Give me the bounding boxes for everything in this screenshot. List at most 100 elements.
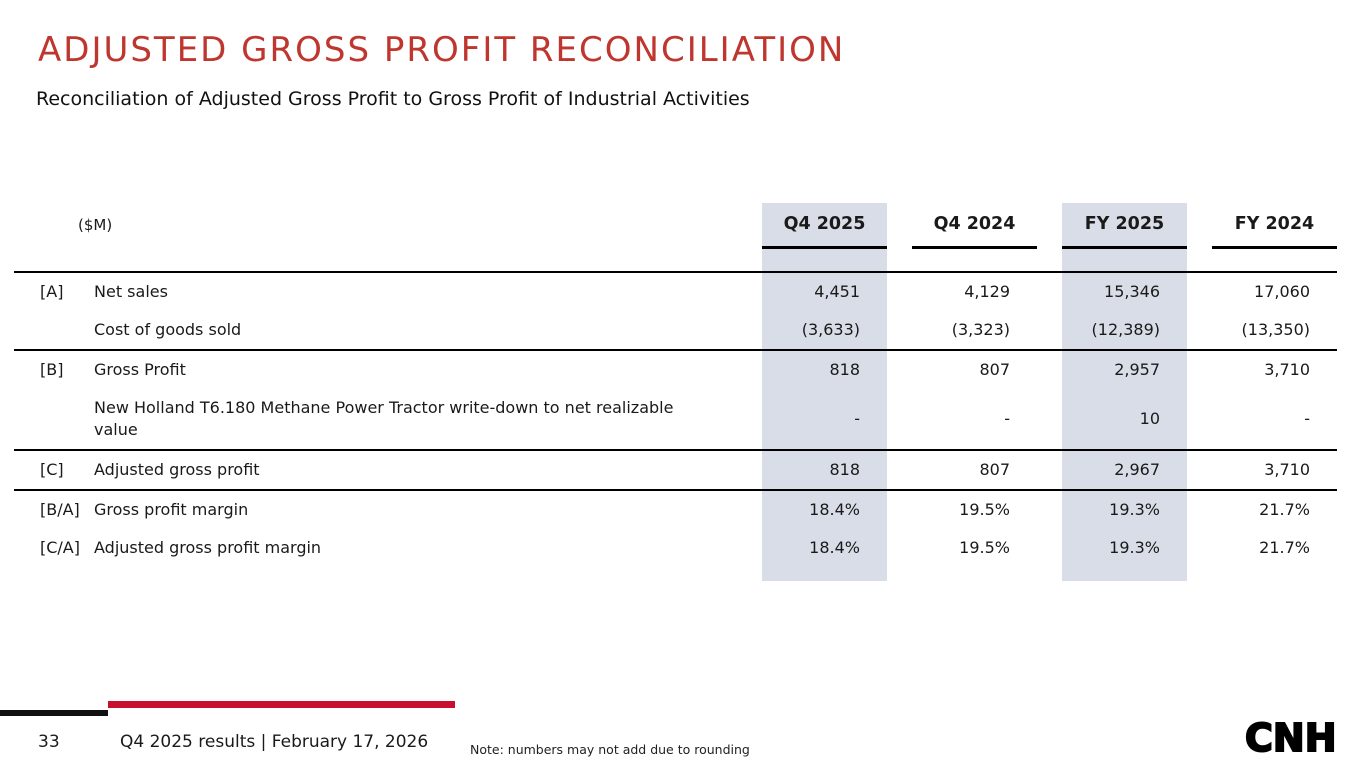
cell-value: 4,451 [762,271,887,311]
column-gap [1187,247,1212,273]
spacer-cell [912,247,1037,273]
cell-value: 17,060 [1254,282,1310,301]
table-row: [B] Gross Profit 818 807 2,957 3,710 [14,349,1337,389]
cnh-logo: CNH [1244,715,1349,762]
row-label-cell: New Holland T6.180 Methane Power Tractor… [94,388,762,451]
row-label-cell: Gross Profit [94,350,762,389]
table-row: [C] Adjusted gross profit 818 807 2,967 3,710 [14,449,1337,491]
reconciliation-table: ($M) Q4 2025 Q4 2024 FY 2025 FY 2024 [A] Net… [14,203,1337,581]
cell-value: 807 [979,360,1010,379]
column-gap [1037,350,1062,389]
spacer-cell [14,567,762,581]
column-gap [1037,449,1062,491]
column-gap [1037,310,1062,351]
column-header-q4-2025: Q4 2025 [762,203,887,249]
column-header-fy-2025: FY 2025 [1062,203,1187,249]
cell-value: - [912,388,1037,451]
row-label: Adjusted gross profit margin [94,537,322,557]
cell-value: (13,350) [1212,310,1337,351]
slide-subtitle: Reconciliation of Adjusted Gross Profit … [36,88,750,110]
page-number: 33 [38,732,60,752]
column-gap [1187,449,1212,491]
column-gap [1187,310,1212,351]
footnote: Note: numbers may not add due to roundin… [470,742,750,757]
column-gap [1037,529,1062,567]
column-gap [1187,490,1212,529]
cell-value: 18.4% [762,528,887,567]
cell-value: (3,633) [762,310,887,351]
column-gap [887,272,912,311]
column-gap [1187,350,1212,389]
cnh-logo-text: CNH [1245,718,1337,758]
row-ref: [A] [40,282,64,301]
row-label-cell: Cost of goods sold [94,310,762,351]
row-label-cell: Gross profit margin [94,490,762,529]
column-gap [1037,490,1062,529]
row-label-cell: Net sales [94,272,762,311]
column-gap [887,350,912,389]
spacer-row [14,247,1337,273]
cell-value: 3,710 [1264,360,1310,379]
row-ref: [C/A] [40,538,80,557]
cell-value: 10 [1062,388,1187,451]
cell-value: 15,346 [1062,271,1187,311]
row-label: Gross Profit [94,359,186,379]
row-label-cell: Adjusted gross profit margin [94,529,762,567]
row-label: Adjusted gross profit [94,459,260,479]
row-ref [14,310,94,351]
column-gap [887,449,912,491]
table-row: New Holland T6.180 Methane Power Tractor… [14,388,1337,451]
cell-value: (3,323) [912,310,1037,351]
row-ref: [B] [40,360,64,379]
spacer-cell [1212,567,1337,581]
footer-red-bar [108,701,455,708]
column-gap [1037,203,1062,247]
column-gap [1187,272,1212,311]
spacer-cell [1212,247,1337,273]
spacer-row [14,566,1337,581]
row-label: Cost of goods sold [94,319,242,339]
column-header-fy-2024: FY 2024 [1212,203,1337,249]
spacer-cell [762,247,887,273]
cell-value: 19.5% [959,538,1010,557]
column-gap [887,203,912,247]
spacer-cell [1062,566,1187,581]
column-header-q4-2024: Q4 2024 [912,203,1037,249]
cell-value: 18.4% [762,489,887,529]
cell-value: 19.5% [959,500,1010,519]
cell-value: 2,957 [1062,349,1187,389]
column-gap [1187,529,1212,567]
column-gap [1187,203,1212,247]
cell-value: 19.3% [1062,489,1187,529]
cell-value: 21.7% [1259,538,1310,557]
spacer-cell [912,567,1037,581]
column-gap [1037,388,1062,451]
cell-value: 818 [762,449,887,491]
table-row: [B/A] Gross profit margin 18.4% 19.5% 19.3% 2… [14,489,1337,529]
cell-value: 807 [912,449,1037,491]
row-ref [14,388,94,451]
column-gap [887,490,912,529]
cell-value: (12,389) [1062,310,1187,351]
cell-value: 19.3% [1062,528,1187,567]
table-wrapper: ($M) Q4 2025 Q4 2024 FY 2025 FY 2024 [A] Net… [14,203,1337,581]
row-label: New Holland T6.180 Methane Power Tractor… [94,397,674,439]
unit-label: ($M) [78,216,113,234]
column-gap [887,529,912,567]
cell-value: 4,129 [964,282,1010,301]
column-gap [1187,388,1212,451]
spacer-cell [1062,247,1187,273]
column-gap [887,567,912,581]
column-gap [1037,272,1062,311]
table-row: [C/A] Adjusted gross profit margin 18.4% 19… [14,528,1337,567]
column-gap [887,310,912,351]
page-title: ADJUSTED GROSS PROFIT RECONCILIATION [38,30,846,70]
footer-black-bar [0,710,108,716]
row-label-cell: Adjusted gross profit [94,449,762,491]
row-label: Net sales [94,281,168,301]
cell-value: 21.7% [1259,500,1310,519]
cell-value: 3,710 [1212,449,1337,491]
row-label: Gross profit margin [94,499,249,519]
table-header-row: ($M) Q4 2025 Q4 2024 FY 2025 FY 2024 [14,203,1337,249]
